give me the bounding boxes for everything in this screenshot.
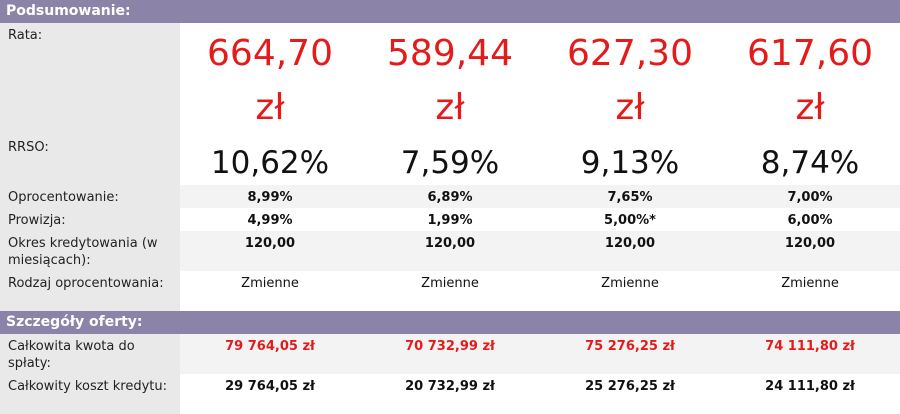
rodzaj-row: Rodzaj oprocentowania: Zmienne Zmienne Z… xyxy=(0,271,900,311)
rata-label: Rata: xyxy=(0,23,180,135)
koszt-value: 25 276,25 zł xyxy=(540,374,720,414)
rodzaj-value: Zmienne xyxy=(540,271,720,311)
oprocentowanie-label: Oprocentowanie: xyxy=(0,185,180,208)
rrso-value: 8,74% xyxy=(720,135,900,185)
okres-value: 120,00 xyxy=(360,231,540,271)
rodzaj-value: Zmienne xyxy=(180,271,360,311)
kwota-value: 79 764,05 zł xyxy=(180,334,360,374)
rrso-value: 9,13% xyxy=(540,135,720,185)
koszt-label: Całkowity koszt kredytu: xyxy=(0,374,180,414)
prowizja-value: 6,00% xyxy=(720,208,900,231)
oprocentowanie-value: 6,89% xyxy=(360,185,540,208)
rata-value: 617,60 zł xyxy=(720,23,900,135)
prowizja-row: Prowizja: 4,99% 1,99% 5,00%* 6,00% xyxy=(0,208,900,231)
rata-amount: 589,44 xyxy=(387,33,513,74)
rodzaj-value: Zmienne xyxy=(360,271,540,311)
prowizja-label: Prowizja: xyxy=(0,208,180,231)
oprocentowanie-value: 7,00% xyxy=(720,185,900,208)
rata-value: 664,70 zł xyxy=(180,23,360,135)
okres-value: 120,00 xyxy=(180,231,360,271)
summary-header: Podsumowanie: xyxy=(0,0,900,23)
kwota-row: Całkowita kwota do spłaty: 79 764,05 zł … xyxy=(0,334,900,374)
prowizja-value: 5,00%* xyxy=(540,208,720,231)
details-header: Szczegóły oferty: xyxy=(0,311,900,334)
summary-header-row: Podsumowanie: xyxy=(0,0,900,23)
koszt-value: 20 732,99 zł xyxy=(360,374,540,414)
koszt-row: Całkowity koszt kredytu: 29 764,05 zł 20… xyxy=(0,374,900,414)
okres-row: Okres kredytowania (w miesiącach): 120,0… xyxy=(0,231,900,271)
okres-value: 120,00 xyxy=(720,231,900,271)
prowizja-value: 1,99% xyxy=(360,208,540,231)
rata-currency: zł xyxy=(615,87,645,128)
okres-label: Okres kredytowania (w miesiącach): xyxy=(0,231,180,271)
rata-value: 627,30 zł xyxy=(540,23,720,135)
rrso-label: RRSO: xyxy=(0,135,180,185)
rodzaj-label: Rodzaj oprocentowania: xyxy=(0,271,180,311)
oprocentowanie-value: 8,99% xyxy=(180,185,360,208)
rrso-value: 10,62% xyxy=(180,135,360,185)
rata-amount: 627,30 xyxy=(567,33,693,74)
rrso-row: RRSO: 10,62% 7,59% 9,13% 8,74% xyxy=(0,135,900,185)
kwota-value: 75 276,25 zł xyxy=(540,334,720,374)
rodzaj-value: Zmienne xyxy=(720,271,900,311)
oprocentowanie-value: 7,65% xyxy=(540,185,720,208)
rata-amount: 664,70 xyxy=(207,33,333,74)
kwota-value: 74 111,80 zł xyxy=(720,334,900,374)
okres-value: 120,00 xyxy=(540,231,720,271)
rata-row: Rata: 664,70 zł 589,44 zł 627,30 zł 617,… xyxy=(0,23,900,135)
kwota-value: 70 732,99 zł xyxy=(360,334,540,374)
rrso-value: 7,59% xyxy=(360,135,540,185)
prowizja-value: 4,99% xyxy=(180,208,360,231)
rata-currency: zł xyxy=(435,87,465,128)
details-header-row: Szczegóły oferty: xyxy=(0,311,900,334)
rata-amount: 617,60 xyxy=(747,33,873,74)
koszt-value: 29 764,05 zł xyxy=(180,374,360,414)
koszt-value: 24 111,80 zł xyxy=(720,374,900,414)
rata-currency: zł xyxy=(255,87,285,128)
rata-value: 589,44 zł xyxy=(360,23,540,135)
rata-currency: zł xyxy=(795,87,825,128)
kwota-label: Całkowita kwota do spłaty: xyxy=(0,334,180,374)
oprocentowanie-row: Oprocentowanie: 8,99% 6,89% 7,65% 7,00% xyxy=(0,185,900,208)
